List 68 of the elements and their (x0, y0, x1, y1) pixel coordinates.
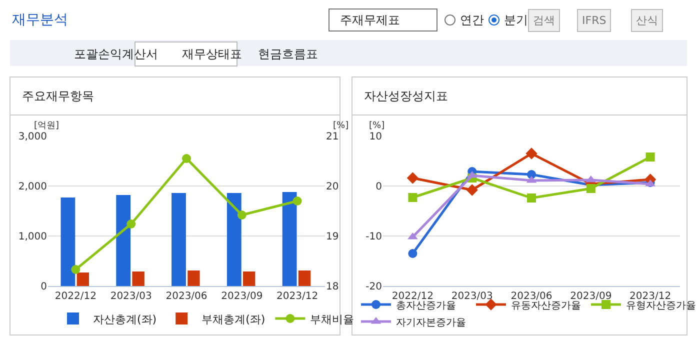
y2-tick-label: 18 (326, 282, 339, 292)
point (527, 194, 536, 202)
legend-label: 자기자본증가율 (396, 317, 466, 328)
chart-title: 주요재무항목 (22, 89, 94, 103)
bar (298, 270, 311, 286)
point (237, 210, 246, 220)
legend-label: 자산총계(좌) (93, 312, 157, 326)
text: 재무상태표 (182, 47, 242, 61)
legend-label: 유동자산증가율 (511, 300, 581, 312)
x-tick-label: 2023/06 (166, 291, 208, 302)
y-tick-label: -20 (366, 282, 382, 292)
x-tick-label: 2023/12 (276, 291, 318, 302)
y-tick-label: -10 (366, 232, 382, 242)
x-tick-label: 2023/03 (451, 291, 493, 302)
text: 현금흐름표 (258, 47, 318, 61)
y2-tick-label: 19 (326, 232, 339, 242)
y-tick-label: 0 (40, 282, 47, 292)
bar (282, 192, 297, 286)
point (406, 172, 419, 184)
chart-title: 자산성장성지표 (364, 89, 448, 103)
bar (243, 272, 256, 286)
text: 재무분석 (12, 12, 68, 28)
y2-tick-label: 20 (326, 182, 339, 192)
x-tick-label: 2023/12 (630, 291, 672, 302)
point (71, 265, 80, 274)
text: 검색 (533, 14, 555, 27)
text: 산식 (636, 14, 658, 27)
point (527, 170, 536, 179)
point (646, 152, 655, 162)
y-tick-label: 3,000 (18, 132, 47, 142)
legend-label: 유형자산증가율 (626, 300, 696, 312)
bar (226, 193, 242, 286)
point (466, 184, 478, 196)
x-tick-label: 2023/06 (510, 291, 552, 302)
text: 분기 (504, 13, 528, 27)
x-tick-label: 2023/09 (570, 291, 612, 302)
y-tick-label: 10 (369, 132, 382, 142)
y-tick-label: 0 (376, 182, 382, 192)
x-tick-label: 2023/03 (110, 291, 152, 302)
y-tick-label: 1,000 (18, 232, 47, 242)
legend-label: 부채비율 (310, 312, 354, 326)
y2-tick-label: 21 (326, 132, 339, 142)
x-tick-label: 2023/09 (221, 291, 263, 302)
bar (60, 198, 76, 286)
y2-axis-title: [%] (333, 121, 349, 131)
bar (116, 195, 131, 286)
point (408, 193, 418, 202)
bar (172, 193, 186, 286)
y-axis-title: [%] (369, 121, 385, 131)
legend-label: 부채총계(좌) (202, 312, 266, 326)
point (586, 184, 596, 193)
bar (132, 272, 144, 286)
y-axis-title: [억원] (34, 121, 60, 131)
text: 연간 (460, 13, 484, 27)
point (526, 148, 538, 160)
text: IFRS (582, 14, 606, 27)
text: 주재무제표 (340, 13, 400, 27)
point (408, 249, 418, 258)
bar (76, 272, 89, 286)
legend-label: 총자산증가율 (396, 300, 456, 312)
point (292, 196, 302, 206)
bar (188, 270, 200, 286)
x-tick-label: 2022/12 (392, 291, 434, 302)
text: 포괄손익계산서 (74, 47, 158, 61)
y-tick-label: 2,000 (18, 182, 47, 192)
point (182, 154, 191, 163)
point (126, 220, 136, 228)
x-tick-label: 2022/12 (54, 291, 96, 302)
